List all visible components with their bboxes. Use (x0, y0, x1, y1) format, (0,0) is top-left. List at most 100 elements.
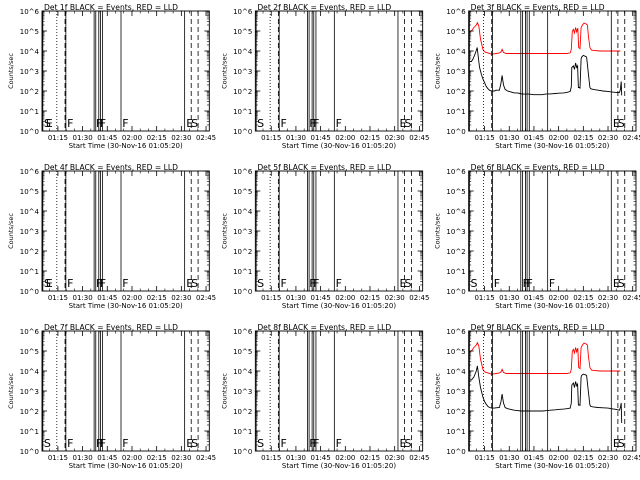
x-axis-label: Start Time (30-Nov-16 01:05:20) (495, 302, 609, 310)
x-axis-label: Start Time (30-Nov-16 01:05:20) (282, 302, 396, 310)
event-annotation: S (191, 117, 198, 130)
x-tick-label: 01:15 (261, 454, 281, 462)
y-axis-label: Counts/sec (434, 373, 442, 409)
x-tick-label: 02:00 (122, 134, 142, 142)
x-tick-label: 02:30 (598, 134, 618, 142)
events-series-line (469, 365, 623, 424)
x-tick-label: 01:30 (73, 454, 93, 462)
event-annotation: F (336, 117, 342, 130)
x-tick-label: 01:45 (311, 134, 331, 142)
y-axis-label: Counts/sec (7, 373, 15, 409)
y-tick-label: 10^1 (446, 268, 465, 276)
y-tick-label: 10^5 (20, 28, 39, 36)
y-tick-label: 10^0 (233, 128, 252, 136)
event-annotation: F (523, 277, 529, 290)
x-tick-label: 02:00 (122, 454, 142, 462)
event-annotation: S (404, 117, 411, 130)
y-tick-label: 10^6 (20, 328, 40, 336)
event-annotation: F (280, 277, 286, 290)
y-tick-label: 10^4 (233, 48, 253, 56)
event-annotation: S (44, 437, 51, 450)
y-tick-label: 10^2 (20, 88, 39, 96)
event-annotation: F (309, 117, 315, 130)
x-tick-label: 01:15 (48, 134, 68, 142)
x-tick-label: 02:00 (335, 294, 355, 302)
event-annotation: F (67, 277, 73, 290)
y-tick-label: 10^3 (446, 228, 465, 236)
y-tick-label: 10^2 (20, 248, 39, 256)
x-tick-label: 01:15 (48, 294, 68, 302)
x-tick-label: 02:45 (623, 454, 640, 462)
x-tick-label: 01:45 (97, 294, 117, 302)
event-annotation: F (100, 277, 106, 290)
chart-title: Det 7f BLACK = Events, RED = LLD (44, 323, 178, 332)
y-tick-label: 10^3 (20, 68, 39, 76)
x-tick-label: 01:30 (286, 134, 306, 142)
x-tick-label: 02:30 (598, 294, 618, 302)
y-tick-label: 10^1 (446, 108, 465, 116)
y-tick-label: 10^5 (446, 28, 465, 36)
x-tick-label: 02:45 (623, 294, 640, 302)
x-tick-label: 02:45 (196, 134, 216, 142)
event-annotation: S (404, 437, 411, 450)
x-tick-label: 02:45 (196, 454, 216, 462)
chart-title: Det 2f BLACK = Events, RED = LLD (257, 3, 391, 12)
x-axis-label: Start Time (30-Nov-16 01:05:20) (495, 462, 609, 470)
chart-panel-3: Det 3f BLACK = Events, RED = LLD ES 10^0 10… (434, 3, 640, 150)
y-tick-label: 10^0 (446, 128, 465, 136)
event-annotation: E (186, 117, 193, 130)
x-tick-label: 02:00 (549, 294, 569, 302)
plot-frame (41, 170, 210, 292)
y-tick-label: 10^5 (233, 348, 252, 356)
x-tick-label: 02:00 (549, 454, 569, 462)
x-tick-label: 02:30 (385, 134, 405, 142)
event-annotation: S (191, 437, 198, 450)
event-annotation: F (96, 437, 102, 450)
event-annotation: E (46, 277, 53, 290)
event-annotation: E (400, 117, 407, 130)
y-tick-label: 10^4 (233, 208, 253, 216)
y-tick-label: 10^6 (233, 8, 253, 16)
event-annotation: S (618, 117, 625, 130)
y-tick-label: 10^3 (20, 228, 39, 236)
chart-panel-9: Det 9f BLACK = Events, RED = LLD ES 10^0 10… (434, 323, 640, 470)
y-tick-label: 10^1 (446, 428, 465, 436)
chart-title: Det 3f BLACK = Events, RED = LLD (471, 3, 605, 12)
x-tick-label: 01:30 (499, 134, 519, 142)
y-tick-label: 10^6 (20, 168, 40, 176)
y-tick-label: 10^2 (233, 408, 252, 416)
plot-frame (254, 170, 424, 292)
y-tick-label: 10^4 (233, 368, 253, 376)
x-axis-label: Start Time (30-Nov-16 01:05:20) (69, 302, 183, 310)
y-tick-label: 10^2 (446, 88, 465, 96)
x-tick-label: 02:15 (573, 134, 593, 142)
plot-frame (41, 330, 210, 452)
x-tick-label: 01:15 (474, 134, 494, 142)
events-series-line (469, 47, 623, 96)
x-axis-label: Start Time (30-Nov-16 01:05:20) (69, 142, 183, 150)
event-annotation: F (100, 117, 106, 130)
chart-title: Det 9f BLACK = Events, RED = LLD (471, 323, 605, 332)
x-tick-label: 02:30 (598, 454, 618, 462)
x-tick-label: 01:15 (474, 454, 494, 462)
y-tick-label: 10^1 (233, 428, 252, 436)
event-annotation: F (313, 277, 319, 290)
event-annotation: F (122, 437, 128, 450)
plot-frame (41, 10, 210, 132)
event-annotation: F (122, 277, 128, 290)
chart-title: Det 6f BLACK = Events, RED = LLD (471, 163, 605, 172)
y-tick-label: 10^2 (20, 408, 39, 416)
y-tick-label: 10^3 (233, 68, 252, 76)
x-tick-label: 02:45 (409, 454, 429, 462)
event-annotation: F (96, 117, 102, 130)
y-axis-label: Counts/sec (7, 53, 15, 89)
x-tick-label: 02:45 (623, 134, 640, 142)
x-tick-label: 02:15 (147, 294, 167, 302)
x-axis-label: Start Time (30-Nov-16 01:05:20) (495, 142, 609, 150)
event-annotation: F (336, 437, 342, 450)
x-tick-label: 02:15 (573, 454, 593, 462)
